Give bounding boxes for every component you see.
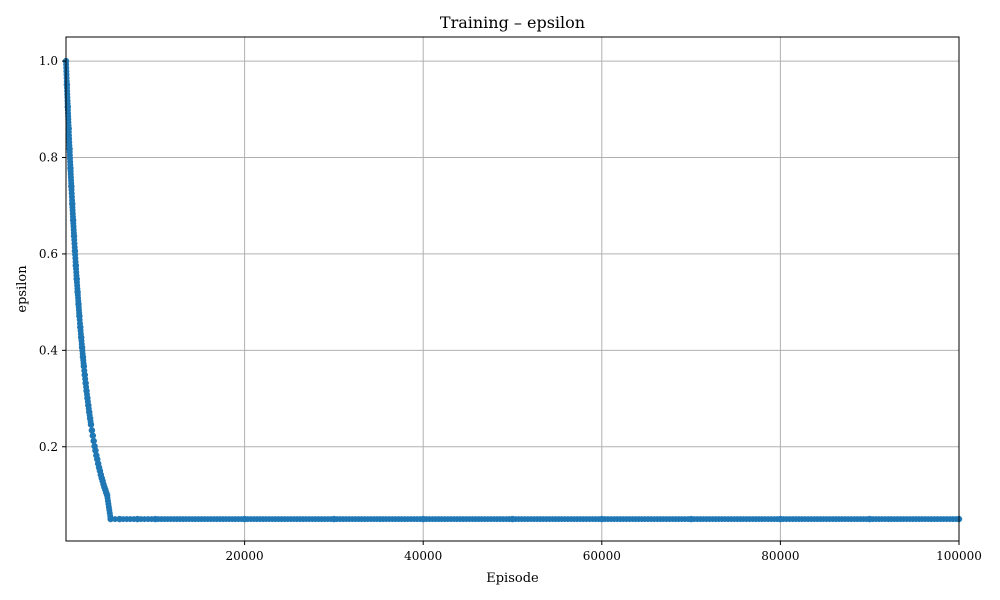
axis-ticks: 20000 40000 60000 80000 100000 0.2 0.4 0.6 0.8 1.… <box>39 54 982 563</box>
data-point <box>85 405 92 412</box>
data-point <box>82 376 89 383</box>
data-point <box>75 298 82 305</box>
data-point <box>76 320 83 327</box>
data-point <box>83 383 90 390</box>
data-point <box>76 310 83 317</box>
data-point <box>67 161 74 168</box>
data-points <box>62 57 963 523</box>
data-point <box>77 330 84 337</box>
data-point <box>90 437 97 445</box>
data-point <box>238 516 245 523</box>
data-point <box>685 516 692 523</box>
data-point <box>107 513 114 520</box>
data-point <box>417 516 424 523</box>
data-point <box>327 516 334 523</box>
data-point <box>74 285 81 292</box>
data-point <box>71 244 78 251</box>
data-point <box>595 516 602 523</box>
data-point <box>112 516 119 523</box>
y-tick-label: 0.4 <box>39 343 58 357</box>
data-point <box>68 180 75 187</box>
data-point <box>70 229 77 236</box>
data-point <box>774 516 781 523</box>
plot-frame <box>65 36 960 542</box>
y-tick-label: 0.6 <box>39 247 58 261</box>
data-point <box>79 350 86 357</box>
data-point <box>89 432 97 439</box>
data-point <box>65 122 72 129</box>
y-tick-label: 1.0 <box>39 54 58 68</box>
data-point <box>148 516 155 523</box>
data-point <box>88 427 96 434</box>
x-tick-label: 20000 <box>226 549 264 563</box>
chart-title: Training – epsilon <box>440 13 585 32</box>
data-point <box>73 272 80 279</box>
x-tick-label: 60000 <box>583 549 621 563</box>
data-point <box>87 418 94 425</box>
data-point <box>83 391 90 398</box>
data-point <box>78 341 85 348</box>
data-point <box>130 516 137 523</box>
data-point <box>69 197 76 204</box>
data-point <box>81 367 88 374</box>
data-point <box>63 78 70 85</box>
data-point <box>506 516 513 523</box>
data-point <box>86 412 93 419</box>
y-tick-label: 0.2 <box>39 440 58 454</box>
data-point <box>952 516 959 523</box>
x-tick-label: 40000 <box>404 549 442 563</box>
y-axis-label: epsilon <box>15 265 30 313</box>
x-tick-label: 80000 <box>761 549 799 563</box>
y-tick-label: 0.8 <box>39 151 58 165</box>
data-point <box>80 360 87 367</box>
x-tick-label: 100000 <box>936 549 982 563</box>
data-point <box>72 258 79 265</box>
x-axis-label: Episode <box>486 571 539 586</box>
data-point <box>863 516 870 523</box>
data-point <box>84 398 91 405</box>
data-point <box>69 213 76 220</box>
data-point <box>66 142 73 149</box>
